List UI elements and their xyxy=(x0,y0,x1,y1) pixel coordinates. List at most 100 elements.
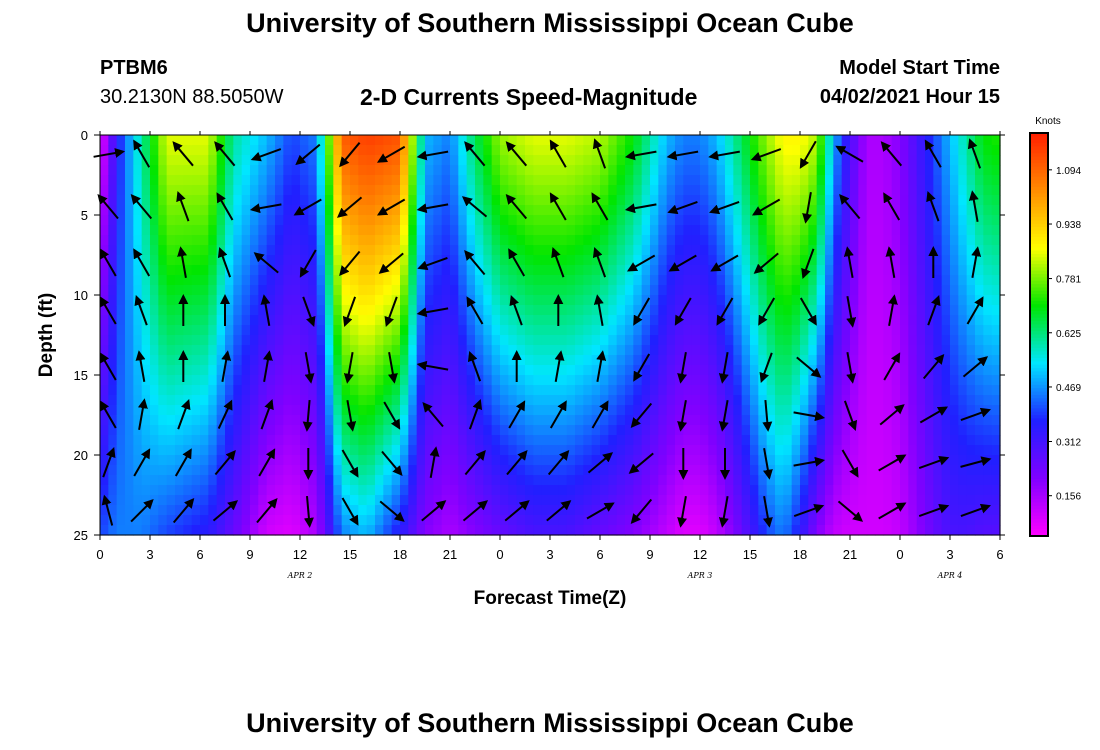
heatmap-cell xyxy=(200,495,209,506)
heatmap-cell xyxy=(825,175,834,186)
heatmap-cell xyxy=(575,265,584,276)
heatmap-cell xyxy=(975,455,984,466)
heatmap-cell xyxy=(566,375,576,386)
heatmap-cell xyxy=(491,455,501,466)
colorbar-segment xyxy=(1030,529,1048,534)
heatmap-cell xyxy=(950,325,959,336)
heatmap-cell xyxy=(750,515,759,526)
heatmap-cell xyxy=(250,515,259,526)
heatmap-cell xyxy=(100,475,109,486)
heatmap-cell xyxy=(208,365,218,376)
heatmap-cell xyxy=(508,285,518,296)
heatmap-cell xyxy=(366,245,376,256)
heatmap-cell xyxy=(808,495,818,506)
heatmap-cell xyxy=(941,425,951,436)
heatmap-cell xyxy=(416,435,426,446)
heatmap-cell xyxy=(208,335,218,346)
heatmap-cell xyxy=(875,445,884,456)
heatmap-cell xyxy=(258,285,268,296)
heatmap-cell xyxy=(816,265,826,276)
heatmap-cell xyxy=(683,295,693,306)
heatmap-cell xyxy=(425,515,434,526)
heatmap-cell xyxy=(908,175,918,186)
heatmap-cell xyxy=(966,395,976,406)
heatmap-cell xyxy=(166,245,176,256)
heatmap-cell xyxy=(908,415,918,426)
colorbar-segment xyxy=(1030,153,1048,158)
heatmap-cell xyxy=(891,175,901,186)
heatmap-cell xyxy=(416,465,426,476)
heatmap-cell xyxy=(108,515,118,526)
heatmap-cell xyxy=(316,375,326,386)
heatmap-cell xyxy=(108,425,118,436)
heatmap-cell xyxy=(741,155,751,166)
heatmap-cell xyxy=(233,355,243,366)
heatmap-cell xyxy=(941,495,951,506)
heatmap-cell xyxy=(141,505,151,516)
heatmap-cell xyxy=(808,515,818,526)
heatmap-cell xyxy=(941,185,951,196)
heatmap-cell xyxy=(633,425,643,436)
heatmap-cell xyxy=(358,265,368,276)
heatmap-cell xyxy=(416,235,426,246)
heatmap-cell xyxy=(108,295,118,306)
heatmap-cell xyxy=(900,225,909,236)
heatmap-cell xyxy=(725,135,734,146)
heatmap-cell xyxy=(750,525,759,536)
heatmap-cell xyxy=(666,175,676,186)
heatmap-cell xyxy=(925,265,934,276)
heatmap-cell xyxy=(466,345,476,356)
heatmap-cell xyxy=(691,195,701,206)
heatmap-cell xyxy=(858,135,868,146)
heatmap-cell xyxy=(775,405,784,416)
heatmap-cell xyxy=(116,255,126,266)
heatmap-cell xyxy=(741,275,751,286)
heatmap-cell xyxy=(225,425,234,436)
heatmap-cell xyxy=(908,285,918,296)
heatmap-cell xyxy=(508,385,518,396)
heatmap-cell xyxy=(675,245,684,256)
heatmap-cell xyxy=(933,375,943,386)
heatmap-cell xyxy=(275,255,284,266)
heatmap-cell xyxy=(641,295,651,306)
heatmap-cell xyxy=(741,145,751,156)
heatmap-cell xyxy=(775,375,784,386)
colorbar-segment xyxy=(1030,163,1048,168)
heatmap-cell xyxy=(625,445,634,456)
heatmap-cell xyxy=(616,525,626,536)
current-vector-arrow xyxy=(967,138,982,169)
heatmap-cell xyxy=(208,195,218,206)
heatmap-cell xyxy=(266,485,276,496)
heatmap-cell xyxy=(283,385,293,396)
heatmap-cell xyxy=(683,265,693,276)
heatmap-cell xyxy=(725,285,734,296)
heatmap-cell xyxy=(175,205,184,216)
heatmap-cell xyxy=(166,325,176,336)
heatmap-cell xyxy=(525,135,534,146)
heatmap-cell xyxy=(825,205,834,216)
heatmap-cell xyxy=(900,375,909,386)
heatmap-cell xyxy=(425,475,434,486)
heatmap-cell xyxy=(383,445,393,456)
heatmap-cell xyxy=(358,385,368,396)
heatmap-cell xyxy=(291,255,301,266)
heatmap-cell xyxy=(533,305,543,316)
heatmap-cell xyxy=(483,475,493,486)
heatmap-cell xyxy=(208,455,218,466)
heatmap-cell xyxy=(875,365,884,376)
heatmap-cell xyxy=(708,365,718,376)
current-vector-arrow xyxy=(796,356,822,378)
heatmap-cell xyxy=(333,235,343,246)
colorbar-tick-label: 0.156 xyxy=(1056,492,1081,503)
heatmap-cell xyxy=(283,285,293,296)
heatmap-cell xyxy=(275,355,284,366)
heatmap-cell xyxy=(516,225,526,236)
heatmap-cell xyxy=(125,505,134,516)
heatmap-cell xyxy=(558,435,568,446)
heatmap-cell xyxy=(916,495,926,506)
heatmap-cell xyxy=(908,435,918,446)
heatmap-cell xyxy=(708,235,718,246)
heatmap-cell xyxy=(733,285,743,296)
heatmap-cell xyxy=(716,175,726,186)
